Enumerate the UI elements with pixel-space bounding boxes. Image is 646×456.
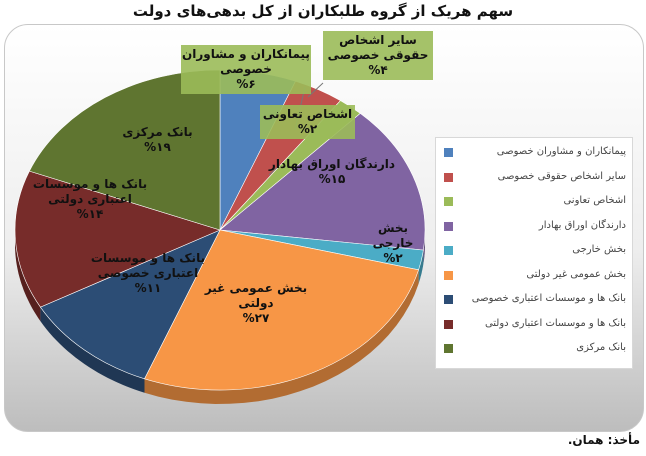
data-label-name: دارندگان اوراق بهادار — [268, 157, 396, 171]
legend-item: بانک ها و موسسات اعتباری خصوصی — [444, 293, 630, 307]
data-label-percent: %۱۱ — [134, 281, 162, 295]
data-label-percent: %۱۴ — [76, 207, 104, 221]
legend-item: سایر اشخاص حقوقی خصوصی — [444, 171, 630, 185]
data-label-5: بخش عمومی غیر دولتی %۲۷ — [191, 281, 321, 326]
data-label-2: اشخاص تعاونی %۲ — [260, 105, 355, 139]
data-label-name: بخش عمومی غیر دولتی — [204, 281, 308, 310]
data-label-name: سایر اشخاص حقوقی خصوصی — [327, 33, 429, 62]
data-label-percent: %۲ — [297, 122, 318, 136]
data-label-name: اشخاص تعاونی — [262, 107, 353, 121]
legend-swatch — [444, 172, 453, 182]
pie-slice-side-3 — [423, 230, 425, 265]
data-label-6: بانک ها و موسسات اعتباری خصوصی %۱۱ — [83, 251, 213, 296]
legend-swatch — [444, 344, 453, 353]
source-note: مأخذ: همان. — [567, 433, 640, 447]
pie-slice-side-5 — [144, 269, 419, 404]
legend-swatch — [444, 148, 453, 157]
legend-item: بخش عمومی غیر دولتی — [444, 269, 630, 283]
legend-swatch — [444, 319, 453, 329]
pie-slice-5 — [144, 229, 419, 391]
pie-slice-side-6 — [40, 307, 145, 393]
legend-item: اشخاص تعاونی — [444, 195, 630, 209]
legend-label: بانک ها و موسسات اعتباری خصوصی — [471, 293, 626, 304]
leader-line-1 — [307, 82, 324, 98]
legend-item: بانک ها و موسسات اعتباری دولتی — [444, 318, 630, 332]
legend: پیمانکاران و مشاوران خصوصی سایر اشخاص حقو… — [435, 137, 633, 369]
data-label-8: بانک مرکزی %۱۹ — [110, 125, 205, 155]
data-label-percent: %۲ — [383, 251, 403, 265]
legend-item: دارندگان اوراق بهادار — [444, 220, 630, 234]
data-label-name: پیمانکاران و مشاوران خصوصی — [182, 47, 310, 76]
legend-label: بخش عمومی غیر دولتی — [526, 268, 626, 280]
legend-item: پیمانکاران و مشاوران خصوصی — [444, 146, 630, 160]
data-label-percent: %۱۵ — [318, 172, 346, 186]
legend-label: بانک مرکزی — [576, 342, 626, 353]
legend-label: بانک ها و موسسات اعتباری دولتی — [484, 317, 626, 329]
legend-swatch — [444, 295, 453, 304]
pie-slice-3 — [219, 113, 426, 251]
data-label-percent: %۲۷ — [242, 311, 270, 325]
legend-swatch — [444, 197, 453, 206]
legend-label: بخش خارجی — [572, 244, 626, 255]
data-label-percent: %۶ — [236, 77, 256, 91]
legend-label: پیمانکاران و مشاوران خصوصی — [496, 146, 626, 157]
pie-slice-side-7 — [15, 230, 41, 322]
data-label-4: بخش خارجی %۲ — [357, 221, 429, 266]
legend-swatch — [444, 221, 453, 231]
legend-label: اشخاص تعاونی — [563, 195, 626, 206]
legend-label: سایر اشخاص حقوقی خصوصی — [497, 170, 626, 182]
data-label-name: بخش خارجی — [372, 221, 414, 250]
plot-area: پیمانکاران و مشاوران خصوصی %۶ سایر اشخاص ح… — [4, 24, 644, 432]
data-label-percent: %۱۹ — [144, 140, 171, 154]
legend-label: دارندگان اوراق بهادار — [538, 219, 626, 231]
legend-item: بخش خارجی — [444, 244, 630, 258]
legend-swatch — [444, 270, 453, 280]
data-label-0: پیمانکاران و مشاوران خصوصی %۶ — [181, 45, 311, 94]
data-label-name: بانک مرکزی — [122, 125, 193, 139]
data-label-7: بانک ها و موسسات اعتباری دولتی %۱۴ — [25, 177, 155, 222]
pie-side-walls — [15, 230, 425, 404]
pie-slice-7 — [14, 170, 221, 308]
data-label-name: بانک ها و موسسات اعتباری دولتی — [32, 177, 148, 206]
data-label-name: بانک ها و موسسات اعتباری خصوصی — [90, 251, 206, 280]
data-label-1: سایر اشخاص حقوقی خصوصی %۴ — [323, 31, 433, 80]
legend-swatch — [444, 246, 453, 255]
pie-slice-6 — [39, 229, 221, 380]
legend-item: بانک مرکزی — [444, 342, 630, 356]
chart-title: سهم هریک از گروه طلبکاران از کل بدهی‌های… — [132, 2, 514, 20]
pie-slice-side-4 — [418, 250, 424, 284]
data-label-percent: %۴ — [368, 63, 388, 77]
data-label-3: دارندگان اوراق بهادار %۱۵ — [267, 157, 397, 187]
leader-line-2 — [268, 164, 281, 176]
